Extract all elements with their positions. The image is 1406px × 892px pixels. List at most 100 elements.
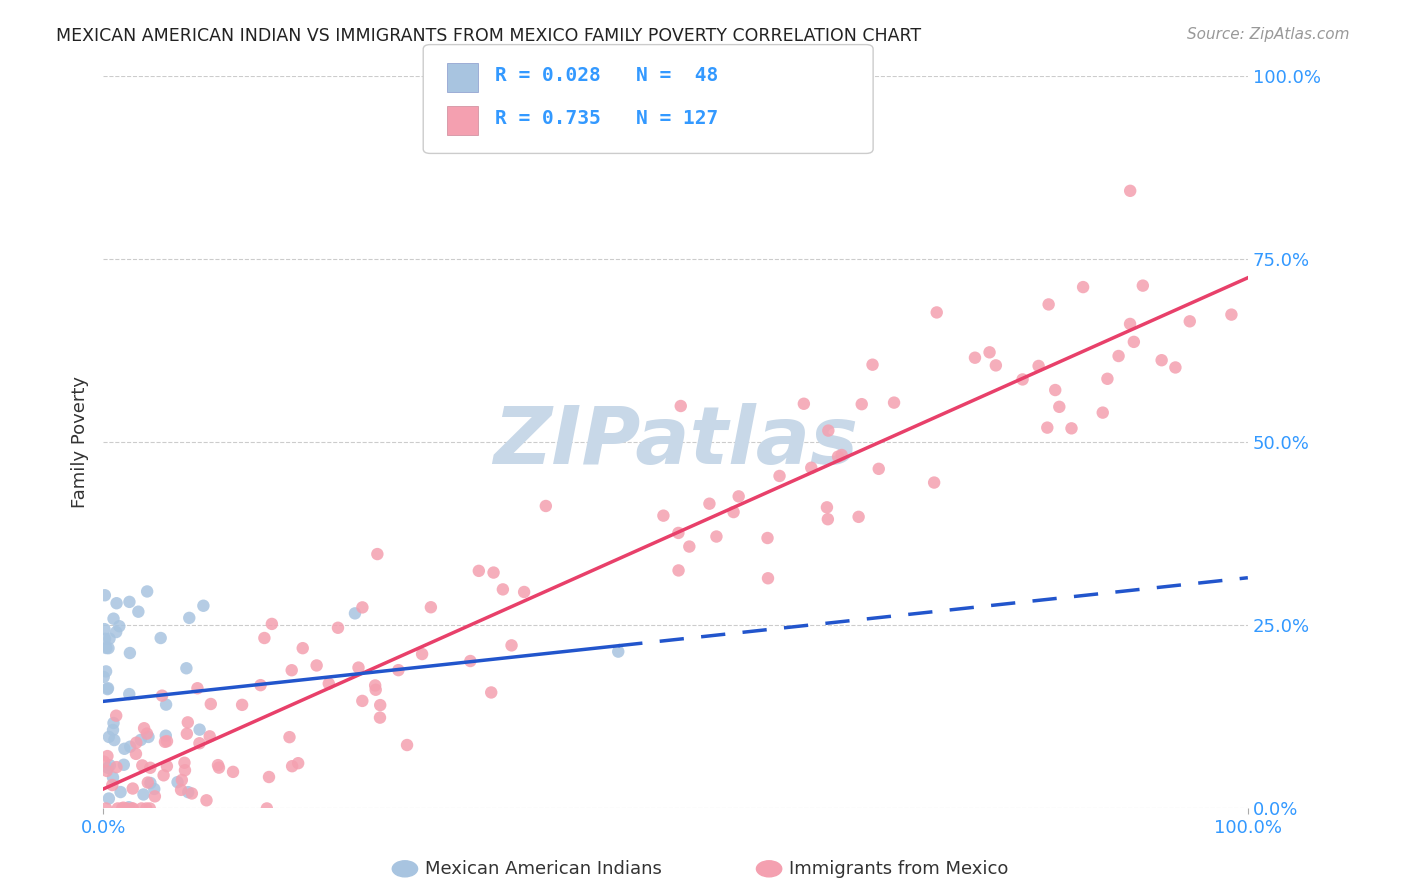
Point [396,738,419,752]
Point [1038,297,1060,311]
Point [94,588,117,602]
Point [125,736,148,750]
Point [208,761,231,775]
Point [125,747,148,761]
Point [817,512,839,526]
Point [280,663,302,677]
Point [501,639,523,653]
Point [176,727,198,741]
Point [122,801,145,815]
Point [287,756,309,771]
Point [352,600,374,615]
Point [364,682,387,697]
Point [174,763,197,777]
Point [827,450,849,464]
Point [177,715,200,730]
Point [136,726,159,740]
Text: R = 0.028   N =  48: R = 0.028 N = 48 [495,66,718,86]
Point [188,723,211,737]
Point [1119,317,1142,331]
Point [118,595,141,609]
Point [727,489,749,503]
Point [132,788,155,802]
Point [868,462,890,476]
Text: ZIPatlas: ZIPatlas [494,403,858,481]
Point [756,571,779,585]
Point [756,531,779,545]
Point [207,758,229,772]
Point [723,505,745,519]
Point [132,721,155,735]
Point [186,681,208,696]
Point [110,785,132,799]
Point [127,605,149,619]
Point [666,525,689,540]
Point [96,640,118,655]
Point [922,475,945,490]
Point [97,641,120,656]
Point [177,785,200,799]
Point [103,612,125,626]
Point [831,448,853,462]
Point [105,760,128,774]
Point [1047,400,1070,414]
Point [706,529,728,543]
Point [96,682,118,697]
Point [120,739,142,754]
Point [281,759,304,773]
Point [193,599,215,613]
Text: Mexican American Indians: Mexican American Indians [425,860,661,878]
Point [291,641,314,656]
Point [135,801,157,815]
Point [111,801,134,815]
Point [108,619,131,633]
Point [112,800,135,814]
Point [143,789,166,804]
Point [984,359,1007,373]
Point [883,395,905,409]
Point [94,665,117,679]
Point [851,397,873,411]
Point [768,469,790,483]
Point [817,424,839,438]
Point [118,646,141,660]
Point [678,540,700,554]
Point [149,631,172,645]
Point [1108,349,1130,363]
Text: Source: ZipAtlas.com: Source: ZipAtlas.com [1187,27,1350,42]
Point [925,305,948,319]
Point [249,678,271,692]
Point [222,764,245,779]
Point [1071,280,1094,294]
Point [318,676,340,690]
Point [482,566,505,580]
Point [1164,360,1187,375]
Point [188,736,211,750]
Point [173,756,195,770]
Point [257,770,280,784]
Point [156,734,179,748]
Point [101,771,124,785]
Point [152,768,174,782]
Point [150,689,173,703]
Point [198,729,221,743]
Point [387,663,409,677]
Point [347,660,370,674]
Point [1122,334,1144,349]
Text: Immigrants from Mexico: Immigrants from Mexico [789,860,1008,878]
Point [105,596,128,610]
Point [93,622,115,636]
Point [195,793,218,807]
Point [103,733,125,747]
Point [1045,383,1067,397]
Point [131,801,153,815]
Point [1036,420,1059,434]
Point [170,772,193,787]
Point [105,625,128,640]
Point [115,801,138,815]
Point [93,670,115,684]
Text: MEXICAN AMERICAN INDIAN VS IMMIGRANTS FROM MEXICO FAMILY POVERTY CORRELATION CHA: MEXICAN AMERICAN INDIAN VS IMMIGRANTS FR… [56,27,921,45]
Point [963,351,986,365]
Point [138,730,160,744]
Point [97,761,120,775]
